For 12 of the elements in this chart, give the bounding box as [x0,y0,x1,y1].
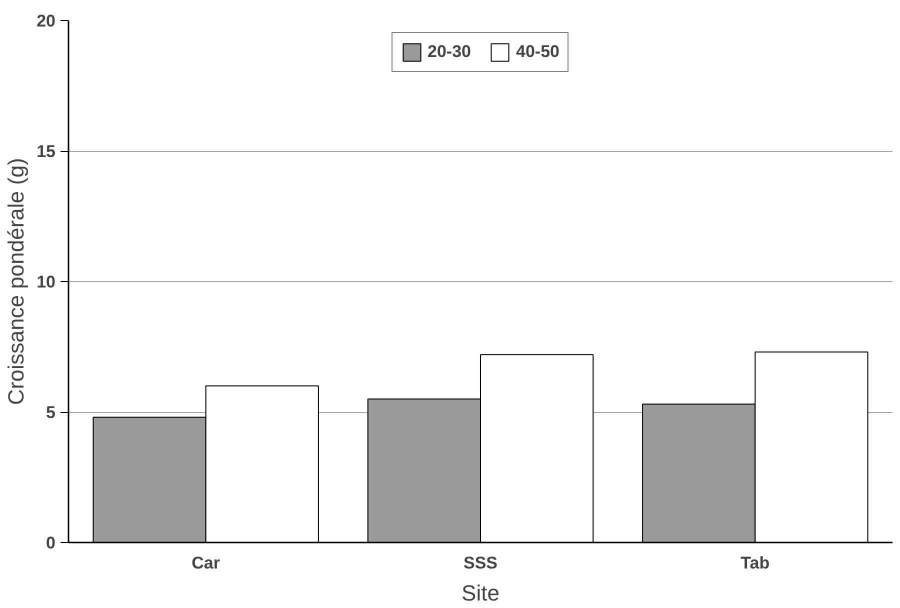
x-tick-label: Car [192,554,220,572]
y-tick-label: 20 [36,12,56,30]
legend-label: 20-30 [428,42,471,62]
x-tick-label: SSS [463,554,498,572]
y-tick-label: 15 [36,142,56,161]
legend-label: 40-50 [516,42,560,62]
y-tick-label: 0 [46,534,56,552]
y-axis-title: Croissance pondérale (g) [4,158,29,406]
x-tick-label: Tab [740,554,770,572]
y-tick-label: 10 [36,272,56,292]
x-axis-title: Site [462,580,500,606]
y-tick-label: 5 [46,403,56,422]
